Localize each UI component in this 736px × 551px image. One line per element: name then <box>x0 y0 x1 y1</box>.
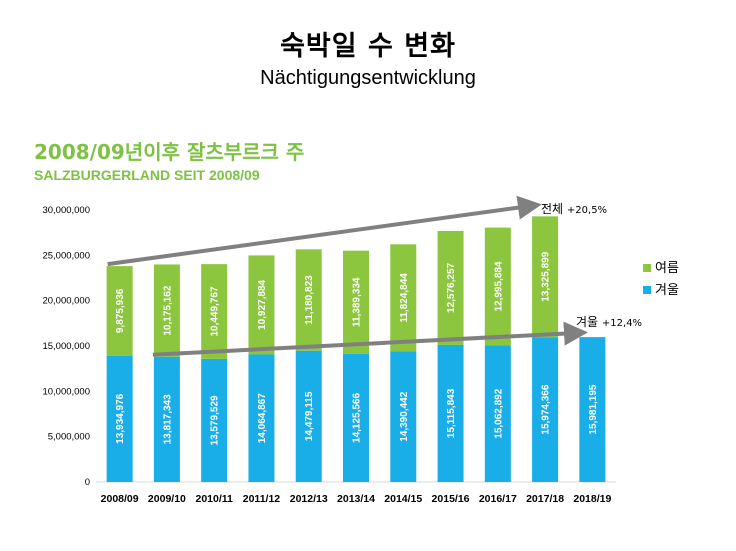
data-label-winter: 13,579,529 <box>210 395 221 445</box>
chart-title-ko: 2008/09년이후 잘츠부르크 주 <box>34 140 305 164</box>
bar-summer <box>437 230 464 345</box>
bar-winter <box>248 354 275 482</box>
data-label-winter: 13,934,976 <box>115 393 126 443</box>
x-tick-label: 2010/11 <box>195 493 233 505</box>
bar-summer <box>106 266 133 356</box>
x-tick-label: 2009/10 <box>148 493 186 505</box>
data-label-summer: 10,927,884 <box>257 279 268 329</box>
annotation-total: 전체 +20,5% <box>541 202 607 216</box>
y-tick-label: 5,000,000 <box>48 432 90 443</box>
page-title: 숙박일 수 변화 <box>280 31 456 62</box>
bar-summer <box>295 249 322 351</box>
data-label-winter: 14,479,115 <box>304 391 315 441</box>
data-label-winter: 13,817,343 <box>162 394 173 444</box>
bar-summer <box>532 216 559 338</box>
data-label-winter: 15,974,366 <box>541 384 552 434</box>
x-tick-label: 2018/19 <box>573 493 611 505</box>
legend-swatch <box>643 264 651 272</box>
bar-winter <box>437 344 464 482</box>
data-label-winter: 14,064,867 <box>257 393 268 443</box>
y-tick-label: 20,000,000 <box>42 296 90 307</box>
data-label-summer: 11,389,334 <box>352 277 363 327</box>
bar-summer <box>248 255 275 355</box>
y-tick-label: 25,000,000 <box>42 250 90 261</box>
data-label-summer: 12,576,257 <box>446 262 457 312</box>
bar-summer <box>153 264 180 357</box>
x-tick-label: 2016/17 <box>479 493 517 505</box>
data-label-winter: 15,981,195 <box>588 384 599 434</box>
data-label-winter: 14,125,566 <box>352 393 363 443</box>
x-tick-label: 2013/14 <box>337 493 375 505</box>
bar-summer <box>484 227 511 346</box>
bar-winter <box>343 353 369 482</box>
data-label-summer: 13,325,899 <box>541 251 552 301</box>
annotation-winter: 겨울 +12,4% <box>576 315 642 329</box>
y-tick-label: 0 <box>85 477 90 488</box>
bar-winter <box>201 358 228 482</box>
chart-title-de: SALZBURGERLAND SEIT 2008/09 <box>34 167 260 183</box>
bar-summer <box>343 250 369 354</box>
x-tick-label: 2011/12 <box>243 493 281 505</box>
bar-winter <box>579 337 606 482</box>
x-tick-label: 2008/09 <box>101 493 139 505</box>
bar-winter <box>390 351 417 482</box>
page-subtitle: Nächtigungsentwicklung <box>260 67 476 89</box>
bar-winter <box>295 350 322 482</box>
bar-winter <box>153 356 180 482</box>
x-tick-label: 2017/18 <box>526 493 564 505</box>
bar-summer <box>201 264 228 359</box>
data-label-summer: 10,175,162 <box>162 285 173 335</box>
x-tick-label: 2015/16 <box>432 493 470 505</box>
bar-winter <box>106 355 133 482</box>
data-label-summer: 10,449,767 <box>210 286 221 336</box>
trend-arrow-winter <box>152 321 588 357</box>
bar-summer <box>390 244 417 352</box>
data-label-summer: 9,875,936 <box>115 288 126 333</box>
data-label-winter: 15,115,843 <box>446 388 457 438</box>
bar-winter <box>484 345 511 482</box>
data-label-winter: 15,062,892 <box>493 388 504 438</box>
y-tick-label: 10,000,000 <box>42 386 90 397</box>
data-label-summer: 12,995,884 <box>493 261 504 311</box>
data-label-winter: 14,390,442 <box>399 391 410 441</box>
legend-label: 여름 <box>655 261 679 276</box>
data-label-summer: 11,180,823 <box>304 275 315 325</box>
x-tick-label: 2014/15 <box>384 493 422 505</box>
x-tick-label: 2012/13 <box>290 493 328 505</box>
y-tick-label: 30,000,000 <box>42 205 90 216</box>
legend-swatch <box>643 286 651 294</box>
data-label-summer: 11,824,844 <box>399 273 410 323</box>
legend-label: 겨울 <box>655 283 679 298</box>
y-tick-label: 15,000,000 <box>42 341 90 352</box>
trend-arrow-total <box>107 195 542 267</box>
bar-winter <box>532 337 559 482</box>
